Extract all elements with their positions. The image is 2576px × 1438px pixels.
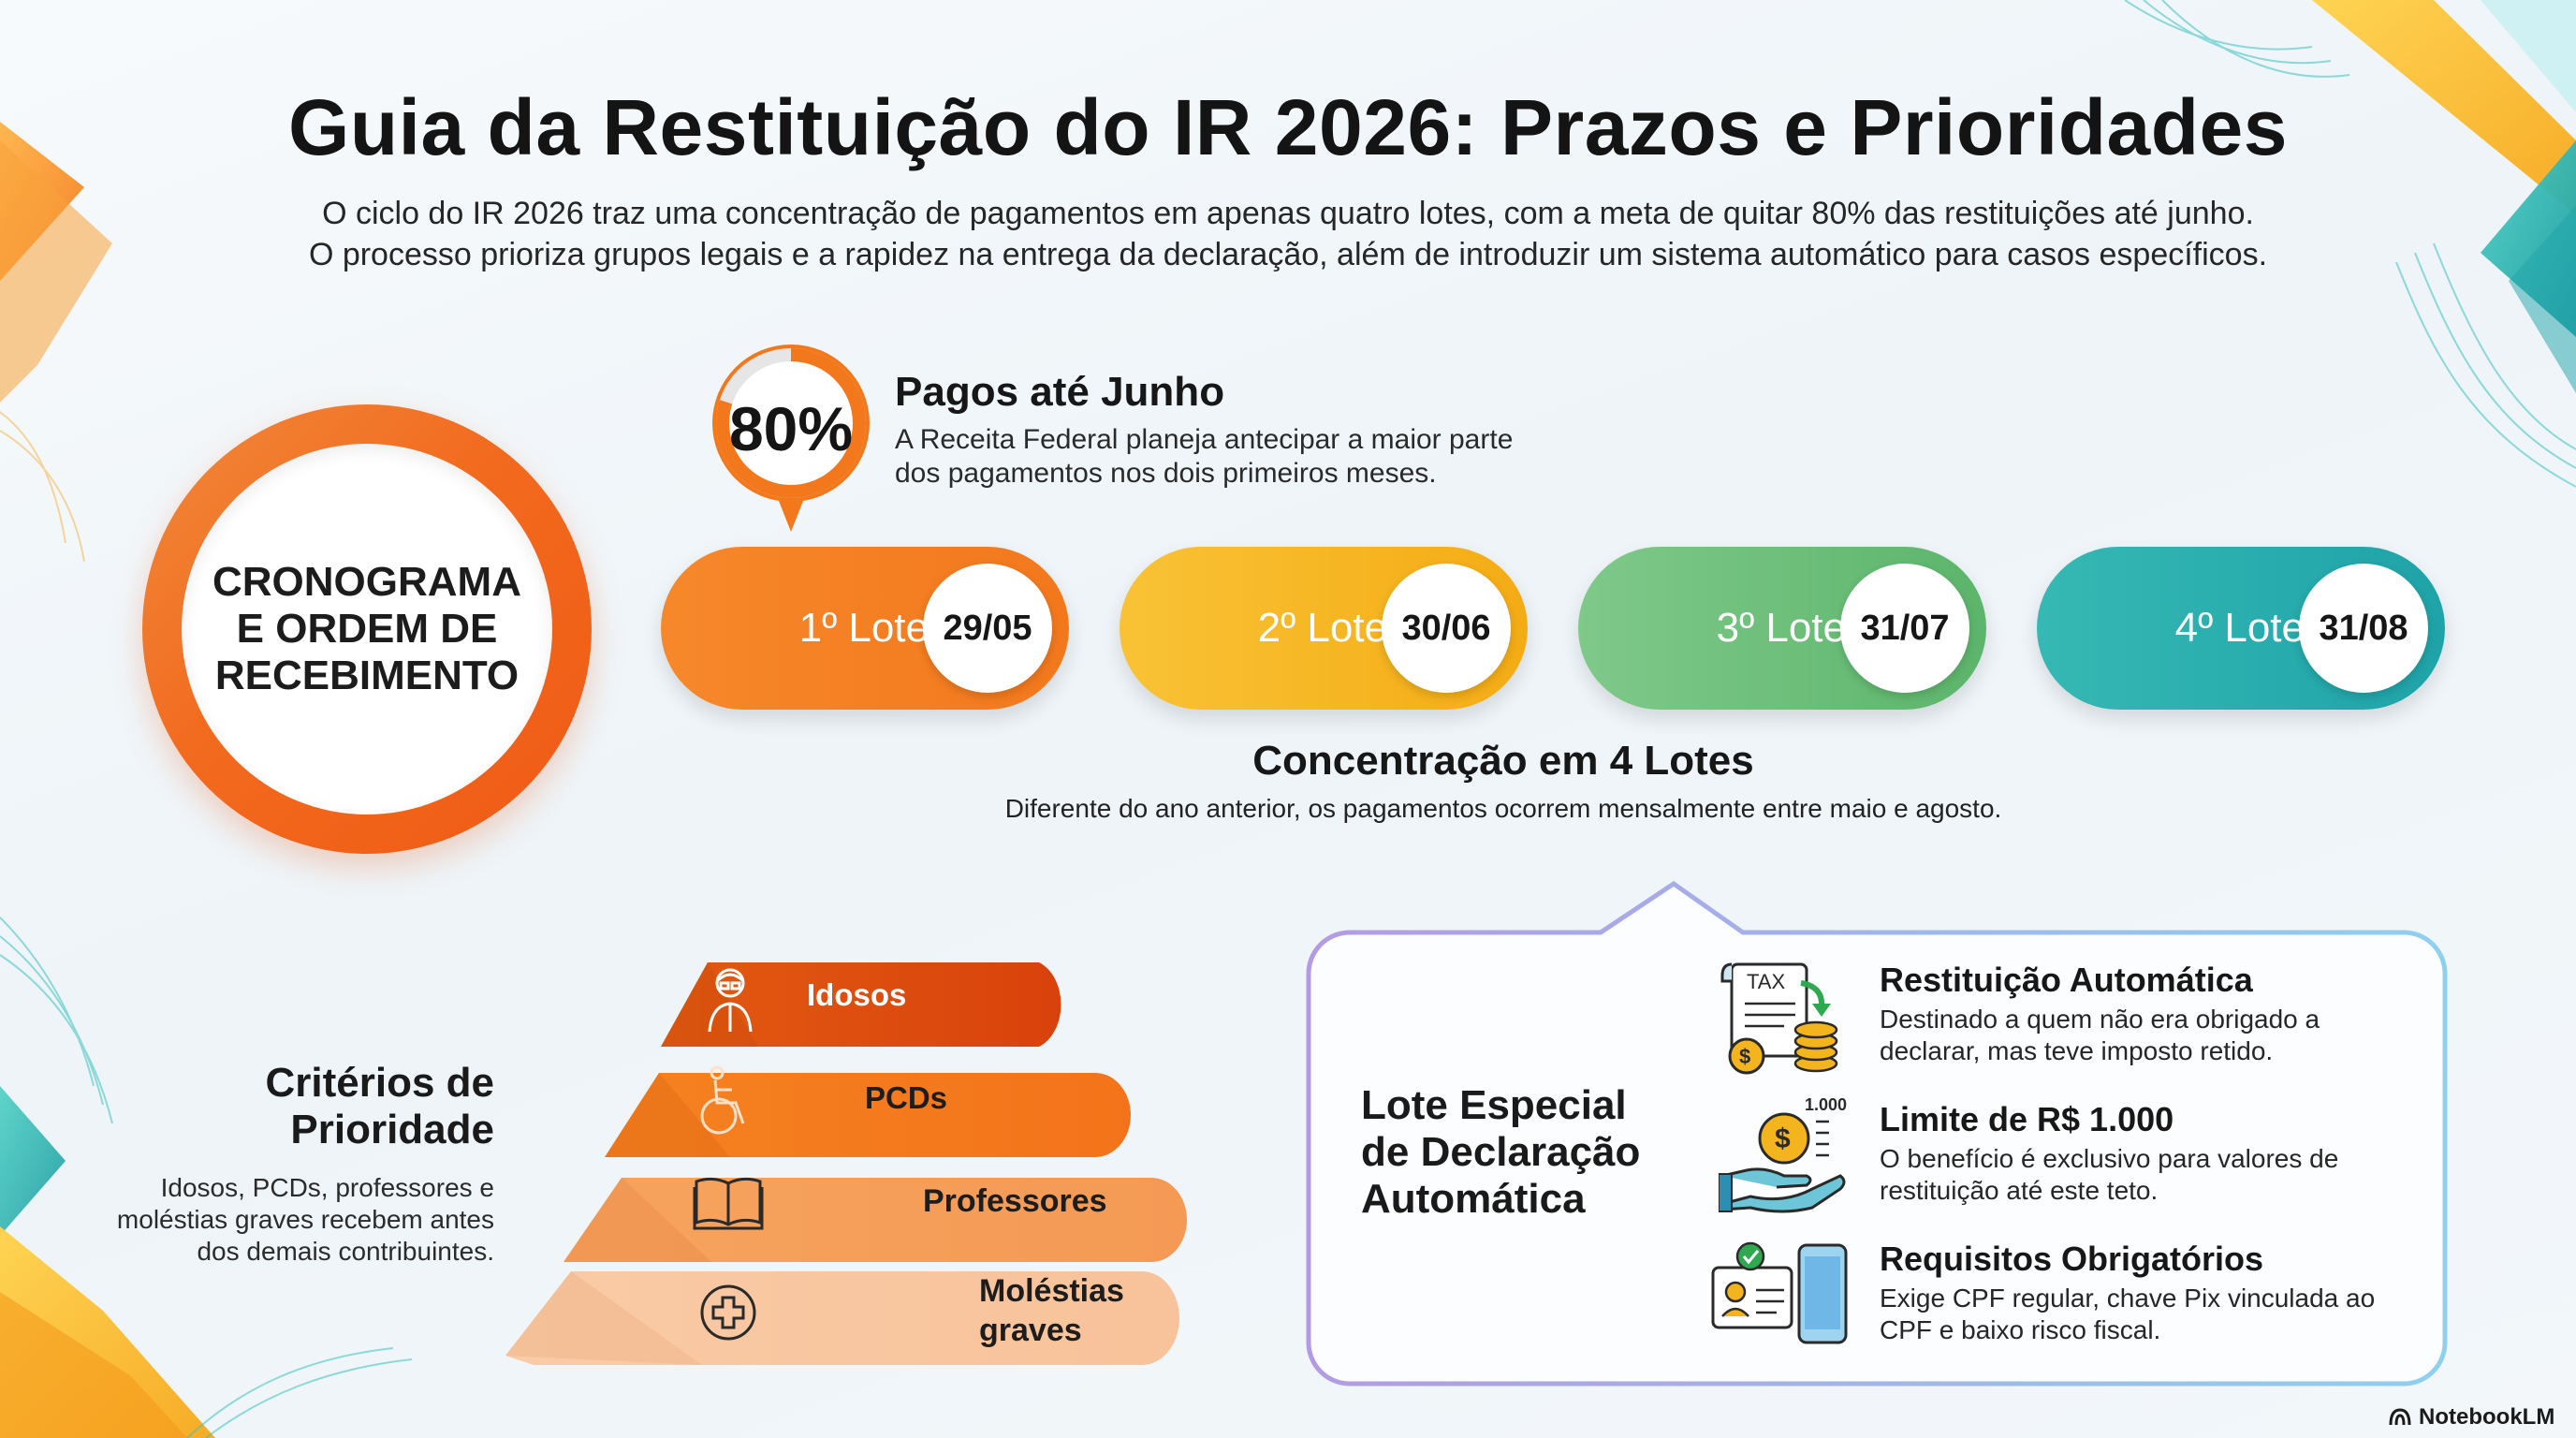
limit-title: Limite de R$ 1.000 (1880, 1100, 2174, 1138)
coin-value-label: 1.000 (1805, 1095, 1847, 1114)
percent-gauge (712, 345, 870, 532)
lot-4-label: 4º Lote (2174, 605, 2305, 651)
lot-3-date: 31/07 (1840, 564, 1969, 693)
schedule-circle: CRONOGRAMA E ORDEM DE RECEBIMENTO (142, 404, 592, 854)
lot-2-label: 2º Lote (1257, 605, 1387, 651)
lot-3-label: 3º Lote (1716, 605, 1846, 651)
lot-4: 4º Lote 31/08 (2037, 547, 2445, 710)
lot-4-date: 31/08 (2299, 564, 2428, 693)
tax-document-icon: TAX $ (1720, 962, 1838, 1075)
subtitle-line-2: O processo prioriza grupos legais e a ra… (308, 237, 2268, 272)
concentration-description: Diferente do ano anterior, os pagamentos… (1004, 794, 2002, 823)
brand-label: NotebookLM (2419, 1404, 2555, 1430)
tier-molestias-label: Moléstias graves (979, 1273, 1124, 1348)
special-lot-callout (1306, 880, 2448, 1387)
special-lot-title: Lote Especial de Declaração Automática (1361, 1082, 1641, 1222)
percent-gauge-arc (716, 348, 866, 498)
tier-pcds-label: PCDs (865, 1080, 948, 1115)
lot-3: 3º Lote 31/07 (1578, 547, 1986, 710)
subtitle-line-1: O ciclo do IR 2026 traz uma concentração… (322, 196, 2254, 231)
svg-text:$: $ (1739, 1045, 1750, 1068)
wheelchair-icon (700, 1065, 745, 1135)
requirements-description: Exige CPF regular, chave Pix vinculada a… (1880, 1284, 2376, 1344)
page-subtitle: O ciclo do IR 2026 traz uma concentração… (150, 193, 2426, 275)
concentration-title: Concentração em 4 Lotes (1252, 738, 1754, 784)
auto-refund-description: Destinado a quem não era obrigado a decl… (1880, 1005, 2320, 1065)
auto-refund-title: Restituição Automática (1880, 961, 2253, 999)
hand-coin-icon: 1.000 $ (1719, 1095, 1847, 1213)
tax-label: TAX (1747, 970, 1785, 993)
id-card-phone-icon (1711, 1241, 1848, 1344)
percent-value: 80% (728, 394, 854, 463)
schedule-circle-inner: CRONOGRAMA E ORDEM DE RECEBIMENTO (182, 444, 552, 814)
tier-professores-label: Professores (923, 1183, 1107, 1219)
requirements-title: Requisitos Obrigatórios (1880, 1240, 2264, 1278)
open-book-icon (693, 1177, 764, 1230)
criteria-title: Critérios de Prioridade (265, 1060, 494, 1152)
criteria-description: Idosos, PCDs, professores e moléstias gr… (116, 1173, 494, 1266)
priority-pyramid (505, 962, 1187, 1365)
lot-1: 1º Lote 29/05 (661, 547, 1069, 710)
lot-1-date: 29/05 (923, 564, 1052, 693)
medical-cross-icon (700, 1284, 756, 1341)
schedule-label: CRONOGRAMA E ORDEM DE RECEBIMENTO (212, 559, 521, 698)
lot-2: 2º Lote 30/06 (1120, 547, 1528, 710)
paid-title: Pagos até Junho (895, 369, 1225, 415)
tier-idosos-label: Idosos (807, 977, 907, 1012)
lot-1-label: 1º Lote (798, 605, 929, 651)
lot-2-date: 30/06 (1382, 564, 1511, 693)
svg-text:$: $ (1775, 1123, 1791, 1154)
limit-description: O benefício é exclusivo para valores de … (1880, 1144, 2339, 1205)
notebooklm-logo-icon (2389, 1408, 2411, 1426)
page-title: Guia da Restituição do IR 2026: Prazos e… (287, 83, 2288, 171)
elderly-person-icon (708, 968, 753, 1033)
paid-description: A Receita Federal planeja antecipar a ma… (895, 424, 1514, 489)
